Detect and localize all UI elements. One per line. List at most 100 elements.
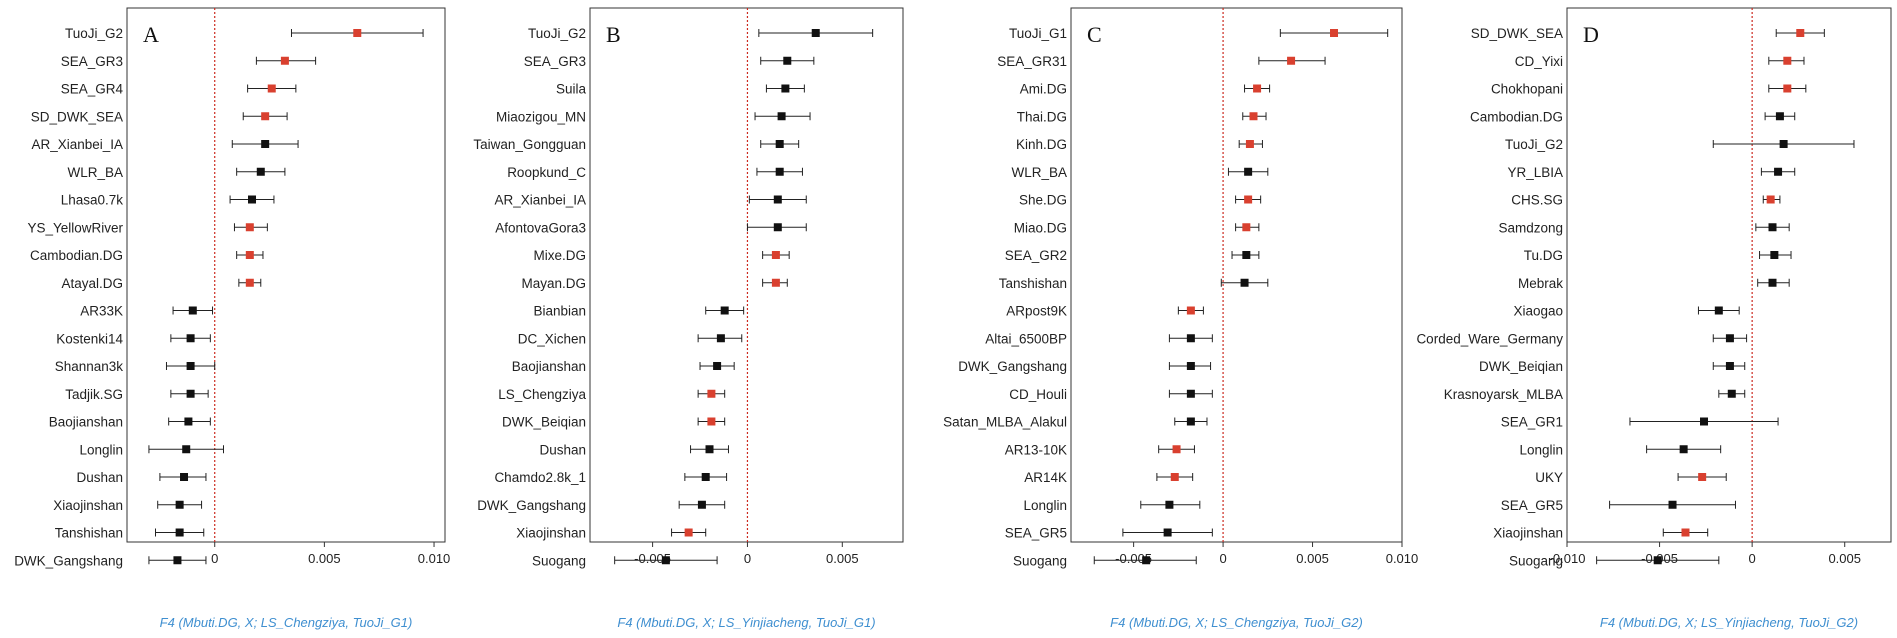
population-label: DC_Xichen	[518, 331, 586, 346]
point-marker	[1240, 278, 1249, 287]
point-marker	[256, 167, 265, 176]
point-marker	[1779, 140, 1788, 148]
population-label: Tadjik.SG	[65, 387, 123, 402]
x-axis-label: F4 (Mbuti.DG, X; LS_Yinjiacheng, TuoJi_G…	[617, 615, 875, 630]
population-label: Lhasa0.7k	[61, 193, 124, 208]
point-marker	[1186, 417, 1195, 426]
point-marker	[1242, 251, 1251, 259]
point-marker	[1165, 500, 1174, 509]
point-marker	[175, 528, 184, 537]
point-marker	[661, 556, 670, 565]
population-label: CHS.SG	[1511, 193, 1563, 208]
population-label: YS_YellowRiver	[27, 220, 123, 235]
point-marker-highlighted	[1796, 29, 1805, 37]
point-marker-highlighted	[707, 417, 716, 426]
population-label: WLR_BA	[1011, 165, 1067, 180]
point-marker	[811, 29, 820, 37]
population-label: Krasnoyarsk_MLBA	[1444, 387, 1563, 402]
point-marker	[1768, 278, 1777, 287]
point-marker-highlighted	[1249, 112, 1258, 121]
point-marker-highlighted	[684, 528, 693, 537]
population-label: AR13-10K	[1005, 442, 1067, 457]
population-label: DWK_Gangshang	[477, 498, 586, 513]
population-label: Taiwan_Gongguan	[473, 137, 586, 152]
point-marker	[716, 334, 725, 343]
population-label: Mayan.DG	[521, 276, 586, 291]
population-label: UKY	[1535, 470, 1563, 485]
population-label: Corded_Ware_Germany	[1416, 331, 1563, 346]
x-tick-label: 0.010	[418, 551, 451, 566]
population-label: Kinh.DG	[1016, 137, 1067, 152]
population-label: Ami.DG	[1020, 82, 1067, 97]
point-marker	[775, 140, 784, 148]
x-tick-label: 0	[744, 551, 751, 566]
point-marker	[777, 112, 786, 121]
population-label: SEA_GR4	[61, 82, 124, 97]
point-marker	[701, 473, 710, 481]
population-label: Altai_6500BP	[985, 331, 1067, 346]
point-marker	[182, 445, 191, 454]
panel-b: -0.005 0 0.005 B F4 (Mbuti.DG, X; LS_Yinjiac…	[473, 7, 904, 630]
population-label: Chamdo2.8k_1	[494, 470, 586, 485]
population-label: Dushan	[539, 442, 586, 457]
panel-letter: C	[1087, 22, 1102, 47]
point-marker	[697, 500, 706, 509]
point-marker	[1186, 389, 1195, 398]
point-marker-highlighted	[280, 56, 289, 65]
population-label: SEA_GR5	[1501, 498, 1563, 513]
point-marker-highlighted	[245, 251, 254, 259]
point-marker	[261, 140, 270, 148]
population-label: AR33K	[80, 304, 123, 319]
point-marker	[248, 195, 257, 204]
panel-a: 0 0.005 0.010 A F4 (Mbuti.DG, X; LS_Chengziy…	[14, 7, 451, 630]
point-marker	[184, 417, 193, 426]
population-label: Thai.DG	[1017, 109, 1067, 124]
point-marker	[773, 195, 782, 204]
population-label: AR14K	[1024, 470, 1067, 485]
point-marker-highlighted	[1287, 56, 1296, 65]
point-marker	[1714, 306, 1723, 315]
point-marker-highlighted	[771, 251, 780, 259]
panel-letter: B	[606, 22, 621, 47]
point-marker	[1163, 528, 1172, 537]
point-marker-highlighted	[1244, 195, 1253, 204]
population-label: CD_Yixi	[1515, 54, 1563, 69]
population-label: WLR_BA	[67, 165, 123, 180]
x-tick-label: 0	[1749, 551, 1756, 566]
point-marker-highlighted	[1766, 195, 1775, 204]
population-label: Shannan3k	[55, 359, 124, 374]
x-axis-label: F4 (Mbuti.DG, X; LS_Chengziya, TuoJi_G1)	[160, 615, 413, 630]
population-label: Xiaojinshan	[1493, 526, 1563, 541]
point-marker	[1768, 223, 1777, 232]
point-marker	[186, 362, 195, 370]
population-label: Suogang	[1013, 553, 1067, 568]
population-label: Cambodian.DG	[30, 248, 123, 263]
population-label: Xiaogao	[1513, 304, 1563, 319]
point-marker-highlighted	[245, 223, 254, 232]
point-marker-highlighted	[1172, 445, 1181, 454]
x-tick-label: 0	[1219, 551, 1226, 566]
plot-frame	[1566, 7, 1892, 543]
population-label: SEA_GR3	[524, 54, 586, 69]
point-marker-highlighted	[1698, 473, 1707, 481]
population-label: Tu.DG	[1524, 248, 1563, 263]
population-label: Bianbian	[533, 304, 586, 319]
point-marker	[1727, 389, 1736, 398]
point-marker	[781, 84, 790, 93]
point-marker	[1700, 417, 1709, 426]
point-marker-highlighted	[1170, 473, 1179, 481]
point-marker-highlighted	[261, 112, 270, 121]
x-tick-label: 0.010	[1386, 551, 1419, 566]
panel-letter: A	[143, 22, 159, 47]
population-label: Chokhopani	[1491, 82, 1563, 97]
x-tick-label: -0.010	[1549, 551, 1586, 566]
point-marker	[783, 56, 792, 65]
x-tick-label: 0.005	[1828, 551, 1861, 566]
point-marker-highlighted	[1245, 140, 1254, 148]
point-marker-highlighted	[1186, 306, 1195, 315]
population-label: AR_Xianbei_IA	[31, 137, 123, 152]
population-label: SEA_GR2	[1005, 248, 1067, 263]
point-marker	[1186, 334, 1195, 343]
